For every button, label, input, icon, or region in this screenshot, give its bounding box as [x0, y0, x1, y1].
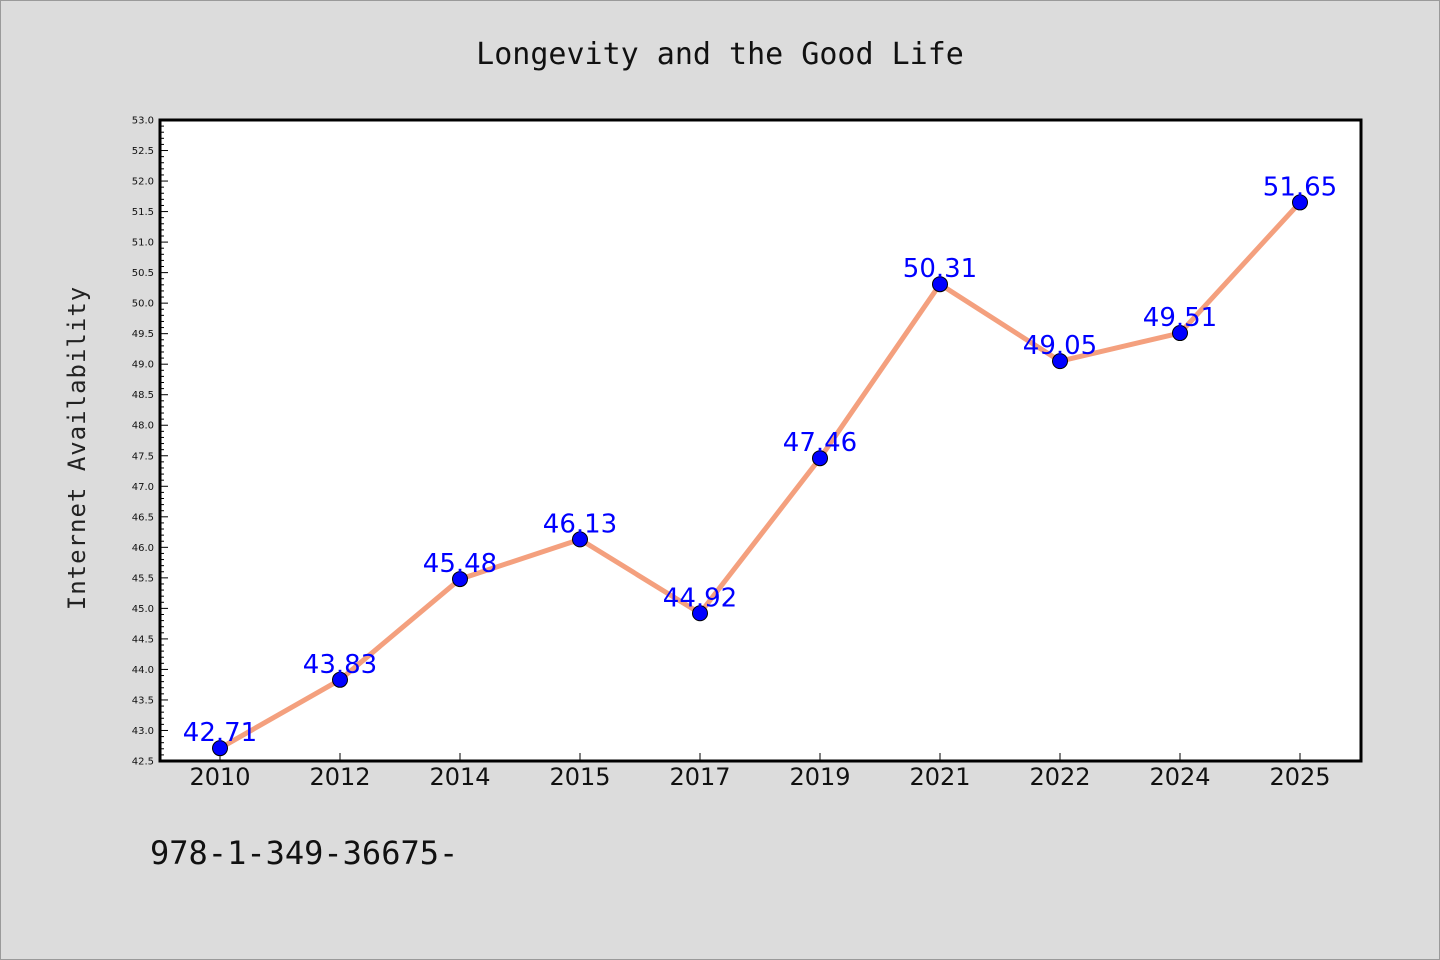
series-line: [217, 199, 1303, 751]
chart-title: Longevity and the Good Life: [476, 37, 964, 72]
y-tick-label: 43.0: [132, 726, 154, 737]
y-tick-label: 47.5: [132, 451, 154, 462]
data-point: [932, 276, 948, 293]
x-tick-label: 2010: [189, 763, 250, 791]
y-tick-label: 48.5: [132, 390, 154, 401]
y-tick-label: 48.0: [132, 421, 154, 432]
data-point: [692, 605, 708, 622]
data-label: 51.65: [1263, 172, 1337, 202]
x-tick-label: 2024: [1149, 763, 1210, 791]
plot-area: [160, 120, 1361, 761]
data-label: 42.71: [183, 718, 257, 748]
y-tick-label: 51.0: [132, 238, 154, 249]
data-label: 50.31: [903, 254, 977, 284]
data-point: [212, 740, 228, 757]
x-axis-ticks: 2010 2012 2014 2015 2017 2019 2021 2022 2024 2025: [189, 753, 1331, 791]
data-label: 43.83: [303, 650, 377, 680]
y-tick-label: 46.0: [132, 543, 154, 554]
data-label: 49.05: [1023, 331, 1097, 361]
y-tick-label: 51.5: [132, 207, 154, 218]
isbn-text: 978-1-349-36675-: [150, 834, 458, 872]
y-tick-label: 45.0: [132, 604, 154, 615]
y-tick-label: 44.0: [132, 665, 154, 676]
data-point: [1292, 194, 1308, 211]
plot-border: [158, 118, 1363, 763]
y-tick-label: 43.5: [132, 695, 154, 706]
y-tick-label: 42.5: [132, 757, 154, 768]
data-labels: 42.71 43.83 45.48 46.13 44.92 47.46 50.31 49.05…: [183, 172, 1337, 748]
data-point: [332, 671, 348, 688]
x-tick-label: 2015: [549, 763, 610, 791]
data-label: 44.92: [663, 583, 737, 613]
series-line-group: [217, 199, 1303, 751]
data-point: [1052, 353, 1068, 370]
data-point-markers: [212, 194, 1308, 757]
data-point: [1172, 325, 1188, 342]
y-tick-label: 49.0: [132, 360, 154, 371]
y-tick-label: 46.5: [132, 512, 154, 523]
data-point: [452, 571, 468, 588]
x-tick-label: 2021: [909, 763, 970, 791]
x-tick-label: 2022: [1029, 763, 1090, 791]
y-tick-label: 49.5: [132, 329, 154, 340]
x-tick-label: 2012: [309, 763, 370, 791]
y-tick-label: 50.5: [132, 268, 154, 279]
data-point: [812, 450, 828, 467]
x-tick-label: 2017: [669, 763, 730, 791]
y-tick-label: 53.0: [132, 116, 154, 127]
x-tick-label: 2025: [1269, 763, 1330, 791]
y-tick-label: 45.5: [132, 573, 154, 584]
data-label: 45.48: [423, 549, 497, 579]
x-tick-label: 2019: [789, 763, 850, 791]
y-axis-label: Internet Availability: [63, 286, 91, 610]
y-tick-label: 52.5: [132, 146, 154, 157]
data-label: 47.46: [783, 428, 857, 458]
y-tick-label: 50.0: [132, 299, 154, 310]
data-label: 49.51: [1143, 303, 1217, 333]
data-point: [572, 531, 588, 548]
y-axis-ticks: 42.5 43.0 43.5 44.0 44.5 45.0 45.5 46.0 46.5 47.0…: [132, 116, 168, 768]
data-label: 46.13: [543, 509, 617, 539]
y-tick-label: 52.0: [132, 177, 154, 188]
y-tick-label: 47.0: [132, 482, 154, 493]
y-tick-label: 44.5: [132, 634, 154, 645]
x-tick-label: 2014: [429, 763, 490, 791]
